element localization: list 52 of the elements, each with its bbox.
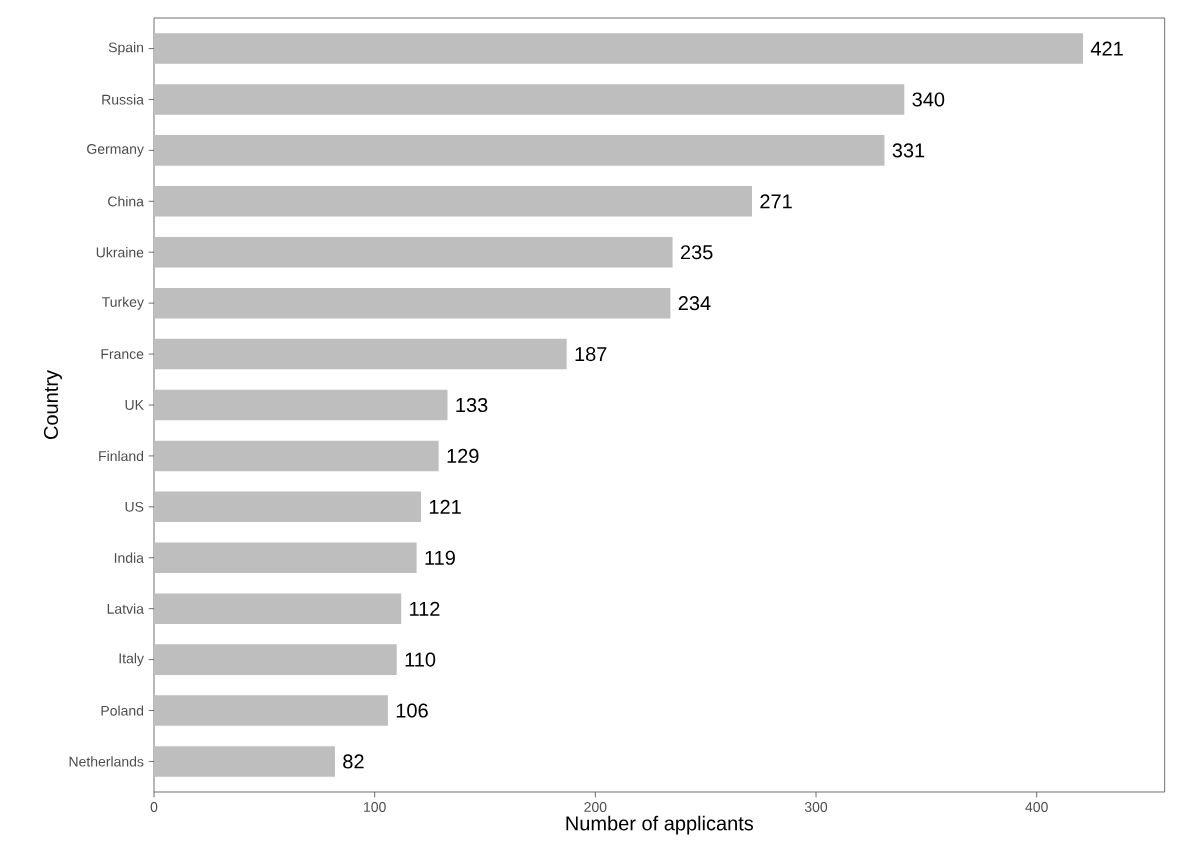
y-tick-label: Netherlands (69, 756, 144, 767)
data-label: 119 (425, 550, 455, 565)
x-tick-label: 100 (364, 802, 386, 812)
bar (154, 389, 448, 421)
y-tick-label: US (125, 501, 144, 512)
data-label: 133 (456, 397, 488, 413)
bar (154, 135, 885, 166)
y-tick-label: China (108, 196, 144, 207)
y-tick-label: Russia (102, 94, 144, 105)
bar (154, 84, 905, 115)
data-label: 331 (892, 143, 925, 158)
data-label: 340 (912, 92, 945, 107)
y-tick-label: France (101, 349, 144, 359)
y-tick-label: Poland (101, 705, 144, 716)
bar (154, 186, 753, 217)
bar (154, 593, 402, 624)
x-tick-label: 300 (804, 802, 828, 812)
data-label: 82 (343, 754, 364, 769)
data-label: 235 (680, 245, 713, 260)
bar (154, 440, 439, 472)
bar (154, 338, 567, 370)
y-tick-label: Latvia (107, 603, 144, 614)
bar (154, 287, 671, 319)
data-label: 106 (396, 703, 428, 718)
y-axis-title: Country (43, 370, 62, 439)
bar (154, 746, 335, 777)
y-tick-label: Italy (119, 653, 144, 667)
y-tick-label: India (114, 552, 144, 563)
x-tick-label: 400 (1025, 802, 1048, 812)
bar (154, 542, 417, 574)
data-label: 121 (429, 499, 461, 514)
data-label: 234 (678, 296, 711, 311)
y-tick-label: UK (125, 400, 144, 410)
bar (154, 491, 422, 523)
bar (154, 236, 673, 268)
data-label: 129 (447, 448, 479, 463)
data-label: 271 (760, 194, 792, 209)
y-tick-label: Germany (87, 144, 144, 157)
bar (154, 33, 1084, 64)
data-label: 421 (1090, 41, 1123, 56)
y-tick-label: Turkey (102, 296, 144, 310)
y-tick-label: Finland (99, 450, 144, 462)
x-tick-label: 200 (584, 802, 607, 812)
data-label: 110 (405, 652, 436, 667)
bar (154, 644, 397, 675)
data-label: 187 (575, 346, 607, 362)
x-tick-label: 0 (150, 802, 158, 812)
bar (154, 695, 388, 726)
y-tick-label: Ukraine (96, 247, 144, 258)
x-axis-title: Number of applicants (566, 815, 754, 835)
y-tick-label: Spain (108, 42, 144, 56)
data-label: 112 (410, 601, 440, 616)
